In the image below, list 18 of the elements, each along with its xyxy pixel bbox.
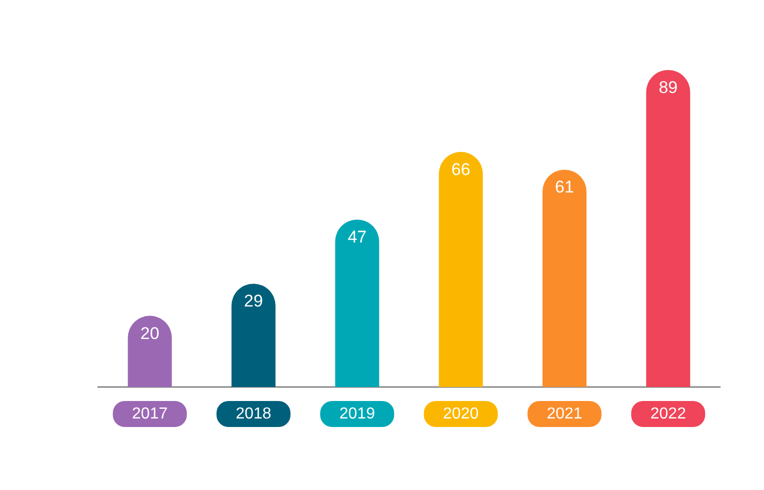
- bar: [438, 152, 483, 387]
- x-tick-label: 2021: [546, 406, 582, 422]
- data-label: 89: [658, 78, 678, 97]
- bar: [128, 316, 172, 387]
- x-tick-label: 2020: [443, 406, 479, 422]
- data-label: 47: [348, 228, 367, 247]
- bar: [542, 170, 586, 387]
- data-label: 20: [140, 324, 160, 343]
- data-label: 66: [451, 160, 470, 179]
- x-tick-label: 2022: [650, 406, 686, 422]
- bar: [335, 220, 380, 387]
- x-tick-label: 2019: [339, 406, 376, 422]
- bar: [232, 284, 276, 387]
- data-label: 61: [555, 178, 574, 197]
- x-tick-label: 2018: [236, 406, 272, 422]
- bar: [646, 70, 690, 387]
- x-tick-label: 2017: [132, 406, 168, 422]
- data-label: 29: [244, 292, 263, 311]
